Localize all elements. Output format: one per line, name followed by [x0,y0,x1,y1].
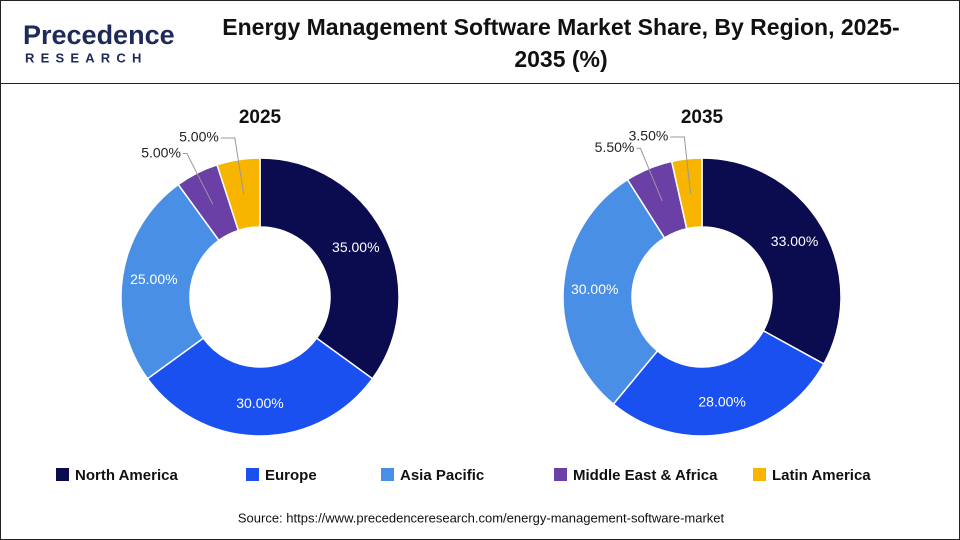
logo-name: Precedence [23,20,175,50]
leader-line [220,137,245,195]
source: Source: https://www.precedenceresearch.c… [238,510,725,525]
logo-sub: RESEARCH [25,50,148,65]
legend-label: Europe [265,467,317,484]
donut-segment [701,157,842,365]
data-label: 33.00% [771,233,818,249]
leader-line [636,147,663,202]
data-label: 35.00% [332,239,379,255]
data-label: 30.00% [236,395,283,411]
donut-segment [259,157,400,380]
donut-segment [146,337,374,437]
data-label: 5.50% [595,139,635,155]
data-label: 5.00% [141,144,181,160]
donut-segment [612,329,825,437]
legend-swatch [381,468,394,481]
leader-line [670,136,692,194]
legend-swatch [246,468,259,481]
legend-label: Middle East & Africa [573,467,718,484]
legend-swatch [554,468,567,481]
legend-label: Asia Pacific [400,467,484,484]
data-label: 3.50% [629,128,669,144]
donut-segment [216,157,261,232]
legend-swatch [753,468,766,481]
legend-label: Latin America [772,467,871,484]
donut-segment [670,157,703,230]
data-label: 5.00% [179,129,219,145]
data-label: 28.00% [698,393,745,409]
header-divider [1,83,959,84]
chart-title: 2035 [681,107,724,128]
donut-segment [562,178,666,406]
leader-line [182,153,214,205]
donut-segment [120,183,220,380]
legend-swatch [56,468,69,481]
chart-title: 2025 [239,107,282,128]
legend-label: North America [75,467,178,484]
data-label: 30.00% [571,281,618,297]
title: Energy Management Software Market Share,… [222,14,900,72]
data-label: 25.00% [130,271,177,287]
